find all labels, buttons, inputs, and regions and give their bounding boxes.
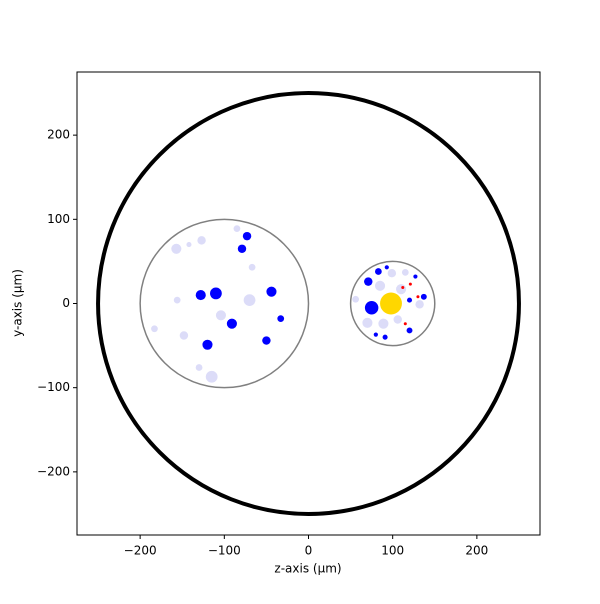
dot bbox=[237, 244, 247, 253]
plot-frame bbox=[76, 71, 541, 536]
dot bbox=[406, 297, 413, 303]
dot bbox=[202, 339, 213, 350]
dot bbox=[380, 292, 402, 315]
dot bbox=[413, 274, 418, 279]
boundary-circle bbox=[139, 218, 310, 389]
dot bbox=[186, 242, 192, 248]
dot bbox=[179, 331, 189, 340]
dot bbox=[210, 287, 222, 300]
dot bbox=[248, 263, 256, 271]
dot bbox=[226, 318, 237, 329]
y-tick-label: 200 bbox=[47, 128, 70, 142]
dot bbox=[406, 327, 413, 334]
y-tick-label: 100 bbox=[47, 212, 70, 226]
dot bbox=[387, 268, 397, 278]
dot bbox=[173, 296, 181, 304]
dot bbox=[396, 284, 407, 295]
dot bbox=[416, 295, 420, 299]
boundary-circle bbox=[349, 260, 436, 347]
dot bbox=[373, 332, 378, 337]
dot bbox=[197, 236, 206, 245]
dot bbox=[151, 325, 158, 333]
boundary-circle bbox=[96, 91, 521, 516]
dot bbox=[393, 315, 402, 324]
dot bbox=[242, 231, 252, 241]
dot bbox=[401, 285, 405, 290]
dot bbox=[243, 294, 256, 307]
dot bbox=[408, 282, 412, 286]
dot bbox=[195, 364, 203, 371]
dot bbox=[171, 243, 182, 254]
x-axis-label: z-axis (μm) bbox=[274, 562, 341, 576]
dot bbox=[266, 286, 277, 297]
x-tick-label: 0 bbox=[305, 544, 313, 558]
x-tick-label: 100 bbox=[381, 544, 404, 558]
dot bbox=[195, 290, 206, 301]
dot bbox=[215, 310, 227, 321]
dot bbox=[362, 317, 373, 328]
dot bbox=[415, 300, 424, 309]
dot bbox=[403, 322, 407, 326]
dot bbox=[277, 315, 285, 323]
y-tick-label: −100 bbox=[37, 380, 70, 394]
y-tick-label: 0 bbox=[62, 296, 70, 310]
dot bbox=[233, 225, 241, 232]
dot bbox=[205, 370, 218, 383]
dot bbox=[401, 268, 409, 276]
dot bbox=[378, 318, 389, 329]
dot bbox=[384, 265, 389, 270]
x-tick-label: 200 bbox=[465, 544, 488, 558]
y-tick-label: −200 bbox=[37, 464, 70, 478]
dot bbox=[262, 336, 271, 345]
x-tick-label: −100 bbox=[208, 544, 241, 558]
dot bbox=[375, 268, 382, 275]
dot bbox=[420, 293, 427, 300]
dot bbox=[382, 334, 388, 340]
x-tick-label: −200 bbox=[124, 544, 157, 558]
dot bbox=[375, 280, 386, 291]
dot bbox=[364, 300, 379, 315]
y-axis-label: y-axis (μm) bbox=[11, 269, 25, 337]
dot bbox=[364, 277, 373, 286]
dot bbox=[352, 295, 360, 303]
